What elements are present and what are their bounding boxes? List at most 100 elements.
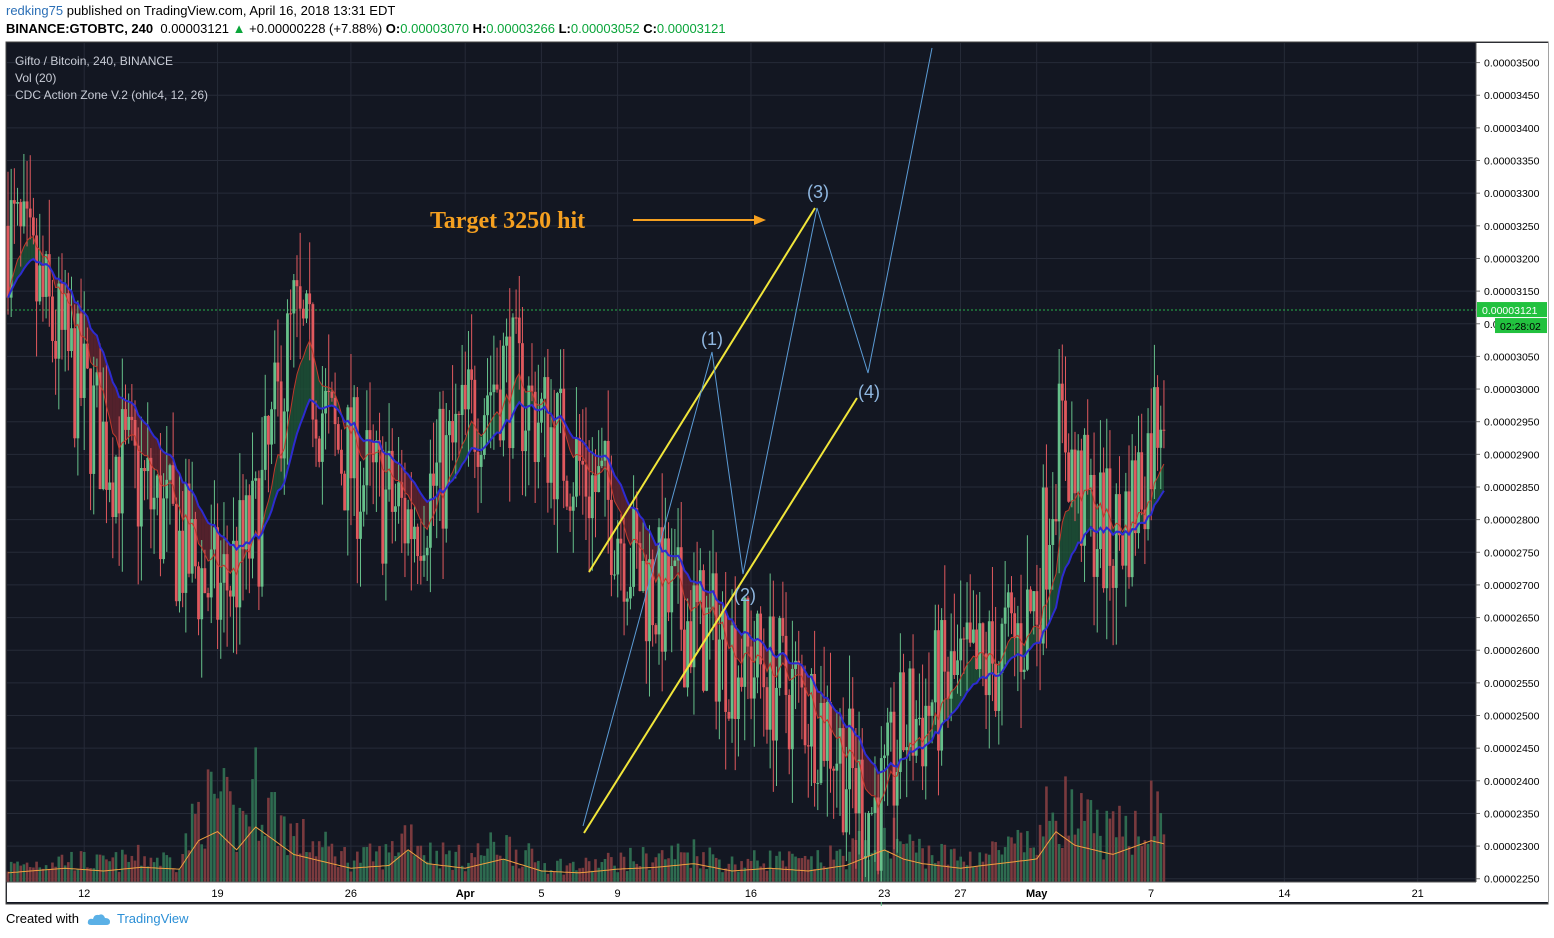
zone-segment	[201, 510, 205, 555]
candle-body	[727, 711, 731, 719]
zone-segment	[144, 422, 148, 456]
candle-body	[546, 377, 550, 483]
volume-bars	[6, 747, 1166, 882]
candle-body	[905, 747, 909, 751]
volume-bar	[746, 858, 750, 882]
volume-bar	[241, 810, 245, 882]
candle-body	[359, 511, 362, 539]
zone-segment	[281, 448, 285, 489]
volume-bar	[972, 867, 975, 882]
candle-body	[482, 415, 486, 455]
y-tick-label: 0.00002450	[1484, 743, 1540, 755]
volume-bar	[778, 851, 781, 882]
volume-bar	[70, 851, 73, 882]
wave-label: (3)	[807, 182, 829, 202]
candle-body	[25, 201, 29, 209]
zone-segment	[1014, 635, 1018, 657]
candle-body	[721, 611, 724, 640]
candle-body	[476, 451, 480, 467]
volume-bar	[664, 859, 667, 882]
volume-bar	[162, 852, 165, 882]
candle-body	[222, 554, 226, 583]
channel-lower-line	[583, 397, 858, 834]
candle-body	[117, 456, 121, 514]
candle-body	[838, 728, 842, 764]
volume-bar	[845, 869, 848, 882]
volume-bar	[114, 852, 118, 882]
candle-body	[803, 687, 807, 746]
author-link[interactable]: redking75	[6, 3, 64, 18]
candle-body	[946, 671, 950, 699]
price-chart[interactable]: (1)(2)(3)(4)Target 3250 hit 0.000035000.…	[0, 40, 1554, 906]
candle-body	[1099, 472, 1102, 550]
candle-body	[9, 200, 13, 298]
volume-bar	[1073, 834, 1077, 882]
tradingview-link[interactable]: TradingView	[116, 911, 189, 926]
candle-body	[1060, 383, 1064, 401]
zone-segment	[738, 630, 742, 664]
candle-body	[178, 530, 181, 602]
zone-segment	[1071, 499, 1076, 555]
volume-bar	[711, 854, 715, 882]
candle-body	[276, 362, 280, 382]
candle-body	[82, 343, 86, 398]
zone-segment	[154, 436, 158, 471]
x-tick-label: 7	[1148, 888, 1154, 900]
volume-bar	[695, 856, 699, 882]
volume-bar	[537, 860, 540, 882]
candle-body	[590, 475, 594, 519]
candle-body	[105, 421, 108, 490]
candle-body	[108, 482, 112, 490]
candle-body	[425, 547, 429, 556]
candle-body	[705, 607, 709, 691]
volume-bar	[1086, 799, 1090, 882]
volume-bar	[578, 868, 581, 882]
volume-bar	[692, 839, 696, 882]
volume-bar	[984, 853, 988, 882]
volume-bar	[476, 843, 480, 882]
candle-body	[320, 413, 324, 462]
candle-body	[971, 629, 975, 643]
candle-body	[997, 673, 1001, 711]
volume-bar	[1029, 847, 1032, 882]
candle-body	[536, 422, 540, 463]
candle-body	[327, 390, 331, 392]
candle-body	[209, 549, 213, 598]
footer: Created with TradingView	[6, 911, 189, 926]
volume-bar	[940, 843, 943, 882]
zone-segment	[967, 660, 971, 693]
candle-body	[708, 607, 712, 609]
legend-cdc: CDC Action Zone V.2 (ohlc4, 12, 26)	[15, 88, 208, 102]
volume-bar	[743, 867, 747, 882]
candle-body	[441, 408, 445, 529]
candle-body	[1029, 589, 1032, 612]
volume-bar	[1035, 854, 1039, 882]
candle-body	[1089, 474, 1093, 490]
candle-body	[216, 527, 219, 620]
volume-bar	[143, 856, 146, 882]
x-tick-label: 26	[345, 888, 357, 900]
candle-body	[654, 625, 658, 635]
volume-bar	[1105, 810, 1109, 882]
close-label: C:	[643, 21, 657, 36]
zone-segment	[138, 415, 142, 453]
candle-body	[908, 668, 912, 748]
candle-body	[1013, 613, 1017, 639]
candle-body	[292, 280, 296, 314]
candle-body	[679, 547, 683, 630]
candle-body	[841, 728, 845, 833]
candle-body	[514, 317, 518, 319]
candle-body	[819, 702, 823, 783]
candle-body	[562, 388, 566, 481]
zone-segment	[395, 461, 399, 481]
volume-bar	[67, 862, 70, 882]
volume-bar	[1076, 828, 1080, 882]
candle-body	[286, 313, 289, 412]
volume-bar	[724, 868, 727, 882]
zone-segment	[1068, 500, 1072, 563]
volume-bar	[79, 851, 83, 882]
candle-body	[648, 559, 651, 642]
candle-body	[508, 336, 512, 449]
candle-body	[241, 500, 245, 550]
zone-segment	[414, 482, 418, 514]
